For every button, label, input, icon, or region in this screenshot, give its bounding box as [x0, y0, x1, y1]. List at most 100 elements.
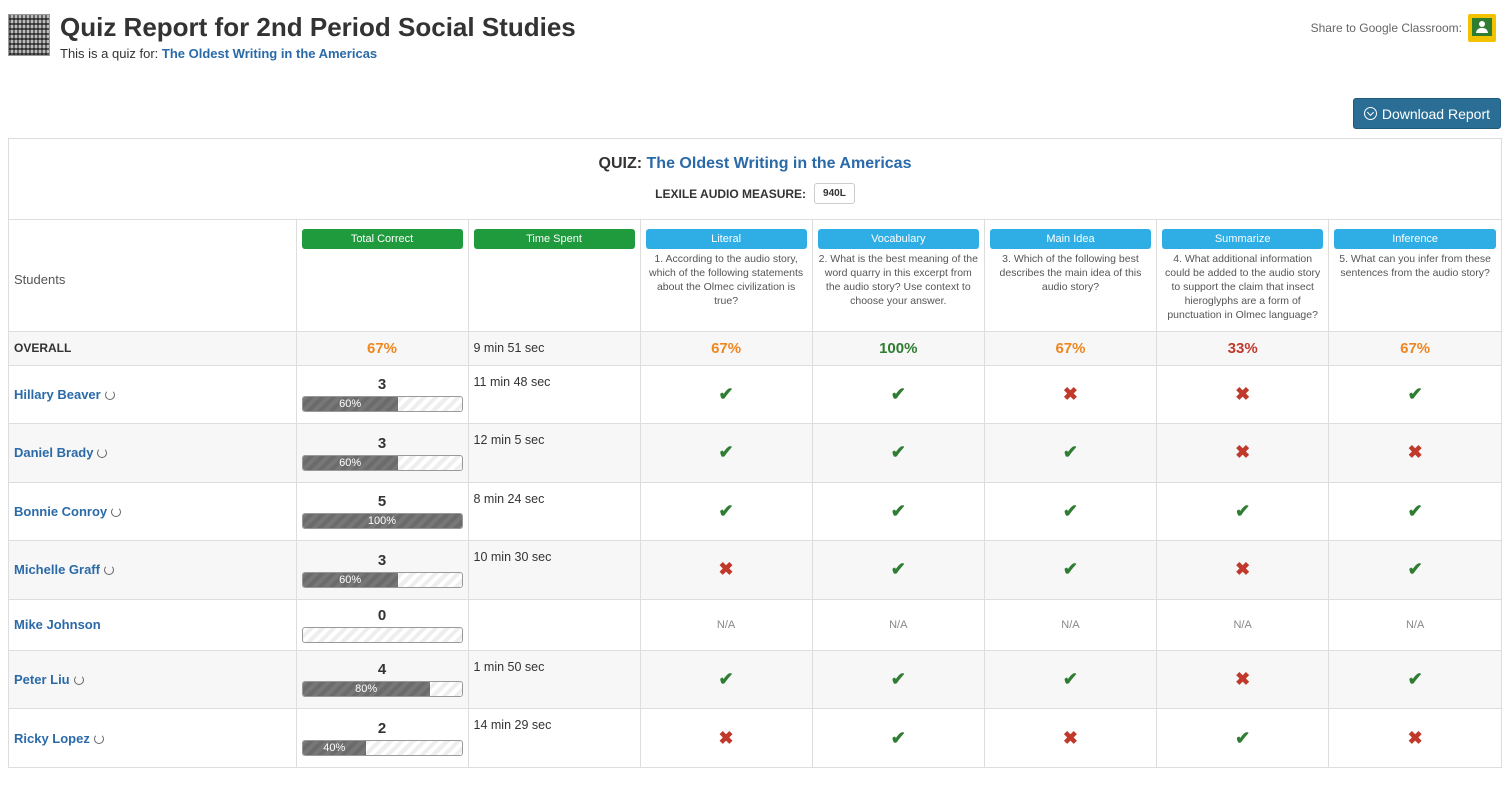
score-value: 3: [377, 434, 387, 452]
overall-row: OVERALL 67% 9 min 51 sec 67% 100% 67% 33…: [9, 331, 1501, 366]
retake-icon[interactable]: [111, 506, 122, 517]
score-value: 2: [377, 720, 387, 737]
overall-total-pct: 67%: [296, 331, 469, 366]
incorrect-x-icon: ✖: [1407, 727, 1423, 748]
retake-icon[interactable]: [97, 448, 108, 459]
correct-check-icon: ✔: [1328, 540, 1501, 600]
answer-na: N/A: [1328, 599, 1501, 651]
student-name-link[interactable]: Bonnie Conroy: [14, 503, 108, 519]
score-value: 5: [377, 493, 387, 511]
correct-check-icon: ✔: [984, 650, 1158, 709]
share-google-classroom: Share to Google Classroom:: [1311, 14, 1496, 42]
progress-fill: 40%: [302, 741, 367, 755]
student-name-link[interactable]: Michelle Graff: [14, 562, 100, 578]
table-row: Ricky Lopez 2 40% 14 min 29 sec ✖ ✔ ✖ ✔ ✖: [9, 708, 1501, 767]
total-correct-cell: 3 60%: [296, 423, 469, 483]
progress-fill: 60%: [302, 455, 398, 470]
incorrect-x-icon: ✖: [640, 708, 813, 767]
student-name-link[interactable]: Mike Johnson: [14, 617, 101, 632]
time-spent-cell: 12 min 5 sec: [468, 423, 641, 483]
score-value: 4: [377, 661, 387, 679]
student-name-cell: Michelle Graff: [9, 540, 297, 600]
results-table: Students Total Correct Time Spent Litera…: [9, 220, 1501, 767]
score-progress-bar: 60%: [301, 396, 463, 413]
question-header: Summarize 4. What additional information …: [1156, 220, 1330, 332]
question-header: Literal 1. According to the audio story, …: [640, 220, 813, 332]
correct-check-icon: ✔: [812, 423, 985, 483]
total-correct-cell: 4 80%: [296, 650, 469, 709]
share-label: Share to Google Classroom:: [1310, 21, 1462, 35]
score-progress-bar: 60%: [301, 571, 463, 588]
total-correct-header: Total Correct: [296, 220, 469, 332]
correct-check-icon: ✔: [812, 650, 985, 709]
download-icon: [1363, 107, 1377, 120]
correct-check-icon: ✔: [1156, 482, 1330, 541]
question-header: Inference 5. What can you infer from thes…: [1328, 220, 1501, 332]
correct-check-icon: ✔: [1328, 365, 1501, 424]
student-name-link[interactable]: Ricky Lopez: [14, 730, 90, 746]
correct-check-icon: ✔: [984, 540, 1158, 600]
answer-na: N/A: [984, 599, 1158, 651]
answer-na: N/A: [1156, 599, 1330, 651]
table-row: Peter Liu 4 80% 1 min 50 sec ✔ ✔ ✔ ✖ ✔: [9, 650, 1501, 709]
progress-fill: 60%: [302, 397, 398, 412]
page-header: Quiz Report for 2nd Period Social Studie…: [8, 12, 1504, 62]
time-spent-cell: 11 min 48 sec: [468, 365, 641, 424]
incorrect-x-icon: ✖: [1156, 423, 1330, 483]
overall-question-pct: 67%: [984, 331, 1158, 366]
correct-check-icon: ✔: [640, 650, 813, 709]
time-spent-cell: [468, 599, 641, 651]
page-subtitle: This is a quiz for: The Oldest Writing i…: [60, 46, 377, 61]
quiz-name-link[interactable]: The Oldest Writing in the Americas: [646, 155, 912, 172]
time-spent-header: Time Spent: [468, 220, 641, 332]
total-correct-cell: 0: [296, 599, 469, 651]
incorrect-x-icon: ✖: [1156, 365, 1330, 424]
table-row: Bonnie Conroy 5 100% 8 min 24 sec ✔ ✔ ✔ ✔ ✔: [9, 482, 1501, 541]
total-correct-cell: 5 100%: [296, 482, 469, 541]
score-progress-bar: 100%: [301, 513, 463, 530]
correct-check-icon: ✔: [812, 708, 985, 767]
correct-check-icon: ✔: [984, 482, 1158, 541]
retake-icon[interactable]: [73, 674, 84, 685]
total-correct-cell: 3 60%: [296, 365, 469, 424]
time-spent-cell: 1 min 50 sec: [468, 650, 641, 709]
score-value: 3: [377, 376, 387, 394]
student-name-link[interactable]: Hillary Beaver: [14, 386, 101, 402]
student-name-cell: Mike Johnson: [9, 599, 297, 651]
retake-icon[interactable]: [104, 389, 115, 400]
overall-question-pct: 67%: [640, 331, 813, 366]
student-name-cell: Bonnie Conroy: [9, 482, 297, 541]
overall-question-pct: 67%: [1328, 331, 1501, 366]
student-name-cell: Peter Liu: [9, 650, 297, 709]
incorrect-x-icon: ✖: [1328, 423, 1501, 483]
score-value: 3: [377, 551, 387, 569]
answer-na: N/A: [812, 599, 985, 651]
student-name-link[interactable]: Daniel Brady: [14, 445, 94, 461]
progress-fill: 100%: [302, 514, 462, 529]
subtitle-prefix: This is a quiz for:: [60, 46, 159, 61]
correct-check-icon: ✔: [640, 423, 813, 483]
overall-question-pct: 33%: [1156, 331, 1330, 366]
student-name-cell: Daniel Brady: [9, 423, 297, 483]
qr-logo: [8, 14, 50, 56]
students-header: Students: [9, 220, 297, 332]
score-progress-bar: 60%: [301, 454, 463, 471]
download-report-button[interactable]: Download Report: [1352, 98, 1501, 129]
quiz-label: QUIZ:: [598, 155, 643, 172]
correct-check-icon: ✔: [812, 482, 985, 541]
correct-check-icon: ✔: [812, 540, 985, 600]
google-classroom-icon[interactable]: [1468, 14, 1496, 42]
overall-time: 9 min 51 sec: [468, 331, 641, 366]
question-header: Vocabulary 2. What is the best meaning of…: [812, 220, 985, 332]
quiz-story-link[interactable]: The Oldest Writing in the Americas: [161, 46, 378, 61]
page-title: Quiz Report for 2nd Period Social Studie…: [60, 12, 576, 42]
retake-icon[interactable]: [93, 733, 104, 744]
correct-check-icon: ✔: [1328, 650, 1501, 709]
progress-fill: 80%: [302, 682, 430, 697]
progress-fill: 60%: [302, 572, 398, 587]
table-row: Hillary Beaver 3 60% 11 min 48 sec ✔ ✔ ✖ ✖ ✔: [9, 365, 1501, 424]
question-header: Main Idea 3. Which of the following best …: [984, 220, 1158, 332]
retake-icon[interactable]: [103, 565, 114, 576]
incorrect-x-icon: ✖: [1156, 650, 1330, 709]
student-name-link[interactable]: Peter Liu: [14, 671, 70, 687]
